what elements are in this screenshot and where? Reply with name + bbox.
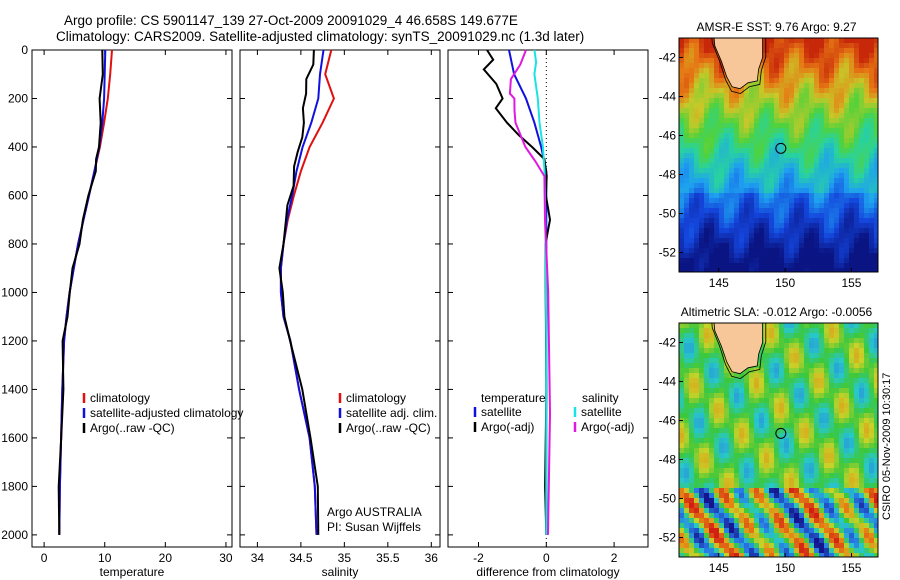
x-tick-label: 155	[841, 276, 861, 290]
legend-title-temperature: temperature	[481, 391, 546, 405]
y-tick-label: 1200	[1, 334, 28, 348]
x-tick-label: 30	[219, 551, 233, 565]
plot-frame	[239, 49, 441, 548]
y-tick-label: 800	[8, 237, 28, 251]
y-tick-label: -50	[659, 492, 677, 506]
series-line-4	[508, 49, 552, 535]
land-tasmania	[713, 38, 763, 90]
x-axis-label: salinity	[322, 565, 359, 579]
shelf-contour	[711, 323, 767, 380]
profile-panel-1: 0 10 20 30 0 200 400 600 800 1000 1200 1400 1600 1800…	[1, 43, 233, 579]
x-tick-label: 145	[709, 276, 729, 290]
map-title: Altimetric SLA: -0.012 Argo: -0.0056	[681, 305, 873, 319]
x-tick-label: 2	[611, 551, 618, 565]
series-line-3	[57, 49, 104, 535]
y-tick-label: 1800	[1, 479, 28, 493]
timestamp-label: CSIRO 05-Nov-2009 10:30:17	[881, 372, 893, 520]
x-tick-label: -2	[473, 551, 484, 565]
x-tick-label: 0	[41, 551, 48, 565]
y-tick-label: 400	[8, 140, 28, 154]
annotation-line2: PI: Susan Wijffels	[327, 520, 421, 534]
shelf-contour	[711, 38, 767, 95]
argo-position-marker	[775, 142, 787, 154]
legend-label: Argo(-adj)	[581, 420, 634, 434]
y-tick-label: -52	[659, 531, 677, 545]
y-tick-label: 0	[21, 43, 28, 57]
x-tick-label: 36	[425, 551, 439, 565]
sla-map-panel: 145 150 155 -42 -44 -46 -48 -50 -52 Altimetric SL…	[659, 305, 879, 575]
y-tick-label: -46	[659, 414, 677, 428]
sst-map-panel: 145 150 155 -42 -44 -46 -48 -50 -52 AMSR-E SST: 9…	[659, 20, 879, 290]
legend-label: climatology	[346, 391, 406, 405]
plot-frame	[31, 49, 233, 548]
x-tick-label: 35	[338, 551, 352, 565]
x-tick-label: 155	[841, 561, 861, 575]
legend-label: climatology	[90, 391, 150, 405]
x-axis-label: temperature	[100, 565, 165, 579]
x-tick-label: 145	[709, 561, 729, 575]
legend-label: satellite-adjusted climatology	[90, 406, 243, 420]
legend-label: satellite	[481, 405, 522, 419]
legend-label: Argo(-adj)	[481, 420, 534, 434]
y-tick-label: -46	[659, 129, 677, 143]
y-tick-label: -42	[659, 336, 677, 350]
x-axis-label: difference from climatology	[476, 565, 619, 579]
y-tick-label: -48	[659, 168, 677, 182]
x-tick-label: 20	[159, 551, 173, 565]
x-tick-label: 150	[775, 276, 795, 290]
x-tick-label: 10	[98, 551, 112, 565]
x-tick-label: 34.5	[289, 551, 313, 565]
y-tick-label: -48	[659, 453, 677, 467]
legend-label: satellite adj. clim.	[346, 406, 437, 420]
legend-label: Argo(..raw -QC)	[346, 421, 431, 435]
x-tick-label: 34	[251, 551, 265, 565]
y-tick-label: -44	[659, 90, 677, 104]
legend-difference: temperature salinitysatelliteArgo(-adj)sa…	[473, 391, 634, 434]
y-tick-label: -52	[659, 246, 677, 260]
map-field	[679, 38, 878, 272]
y-tick-label: 600	[8, 188, 28, 202]
land-tasmania	[713, 323, 763, 375]
y-tick-label: 2000	[1, 528, 28, 542]
legend-label: satellite	[581, 405, 622, 419]
legend-label: Argo(..raw -QC)	[90, 421, 175, 435]
map-title: AMSR-E SST: 9.76 Argo: 9.27	[696, 20, 856, 34]
map-frame	[678, 322, 879, 558]
y-tick-label: 200	[8, 91, 28, 105]
y-tick-label: 1400	[1, 382, 28, 396]
x-tick-label: 150	[775, 561, 795, 575]
map-field	[679, 323, 878, 557]
x-tick-label: 35.5	[376, 551, 400, 565]
y-tick-label: 1000	[1, 285, 28, 299]
y-tick-label: -42	[659, 51, 677, 65]
y-tick-label: -50	[659, 207, 677, 221]
series-line-3	[533, 49, 548, 535]
figure-title-line2: Climatology: CARS2009. Satellite-adjuste…	[56, 29, 585, 44]
legend-title-salinity: salinity	[582, 391, 619, 405]
figure-title-line1: Argo profile: CS 5901147_139 27-Oct-2009…	[64, 13, 518, 28]
series-line-3	[278, 49, 320, 535]
argo-position-marker	[775, 427, 787, 439]
x-tick-label: 0	[543, 551, 550, 565]
y-tick-label: 1600	[1, 431, 28, 445]
annotation-line1: Argo AUSTRALIA	[327, 505, 422, 519]
map-frame	[678, 37, 879, 273]
profile-panel-2: 34 34.5 35 35.5 36 salinity	[239, 49, 441, 579]
y-tick-label: -44	[659, 375, 677, 389]
